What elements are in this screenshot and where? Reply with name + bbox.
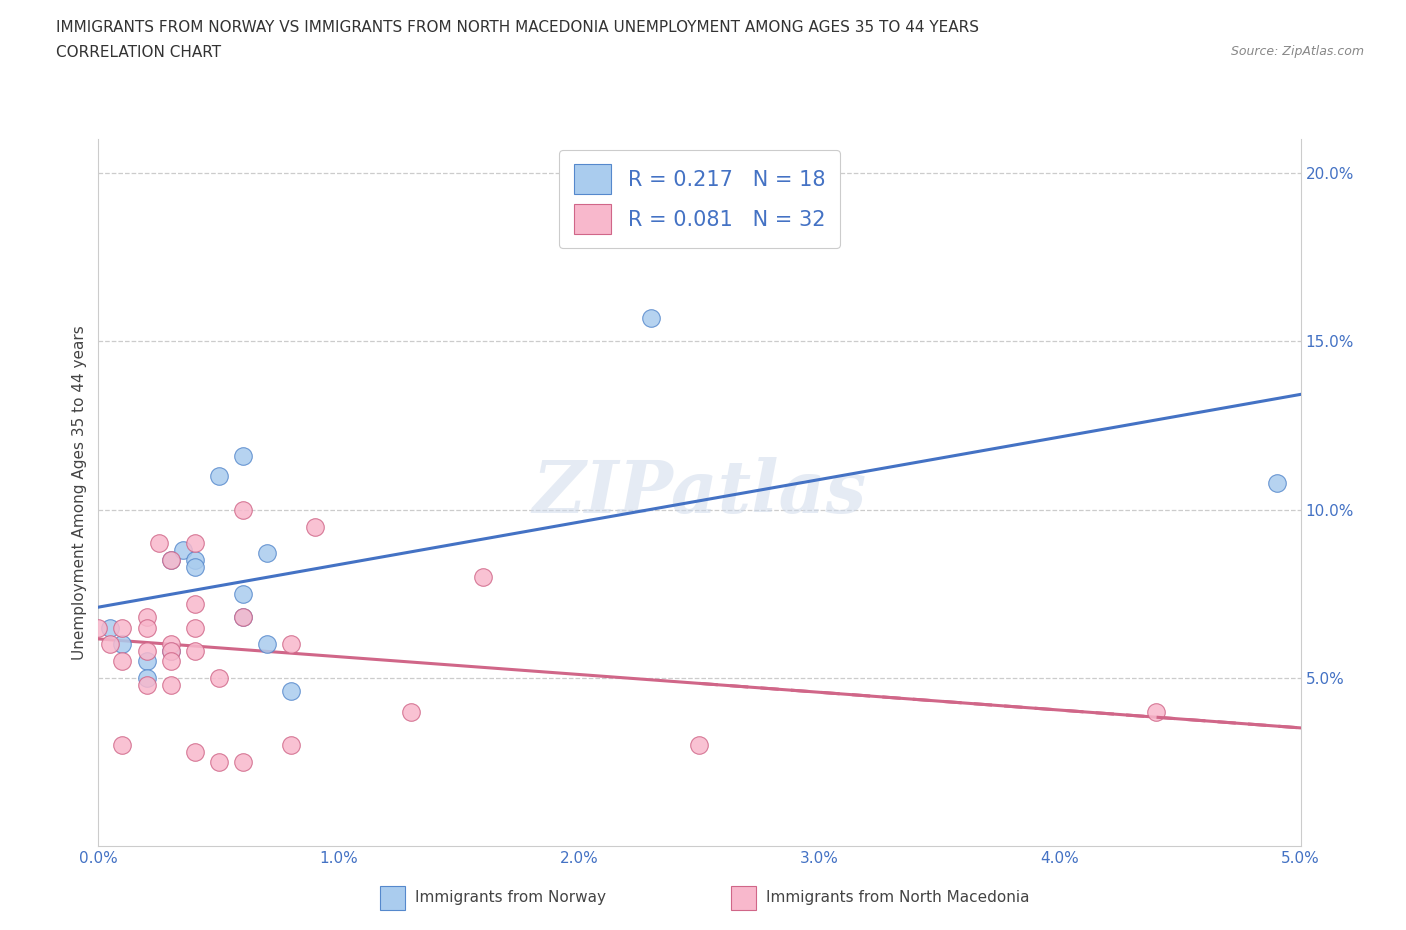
- Point: [183, 620, 205, 635]
- Legend: R = 0.217   N = 18, R = 0.081   N = 32: R = 0.217 N = 18, R = 0.081 N = 32: [560, 150, 839, 248]
- Point: [232, 502, 254, 517]
- Y-axis label: Unemployment Among Ages 35 to 44 years: Unemployment Among Ages 35 to 44 years: [72, 326, 87, 660]
- Point: [256, 637, 278, 652]
- Point: [159, 644, 181, 658]
- Text: Source: ZipAtlas.com: Source: ZipAtlas.com: [1230, 45, 1364, 58]
- Point: [472, 569, 495, 584]
- Point: [111, 654, 134, 669]
- Point: [1144, 704, 1167, 719]
- Point: [87, 620, 110, 635]
- Point: [688, 737, 710, 752]
- Point: [183, 552, 205, 567]
- Point: [232, 587, 254, 602]
- Point: [111, 737, 134, 752]
- Point: [232, 755, 254, 770]
- Point: [208, 755, 231, 770]
- Point: [159, 644, 181, 658]
- Point: [280, 684, 302, 699]
- Text: IMMIGRANTS FROM NORWAY VS IMMIGRANTS FROM NORTH MACEDONIA UNEMPLOYMENT AMONG AGE: IMMIGRANTS FROM NORWAY VS IMMIGRANTS FRO…: [56, 20, 979, 35]
- Point: [100, 637, 122, 652]
- Point: [183, 644, 205, 658]
- Point: [135, 677, 157, 692]
- Point: [159, 552, 181, 567]
- Point: [232, 610, 254, 625]
- Text: CORRELATION CHART: CORRELATION CHART: [56, 45, 221, 60]
- Point: [100, 620, 122, 635]
- Point: [280, 737, 302, 752]
- Point: [159, 677, 181, 692]
- Point: [183, 560, 205, 575]
- Point: [135, 644, 157, 658]
- Point: [135, 654, 157, 669]
- Point: [135, 610, 157, 625]
- Point: [232, 610, 254, 625]
- Point: [208, 671, 231, 685]
- Text: ZIPatlas: ZIPatlas: [533, 458, 866, 528]
- Point: [280, 637, 302, 652]
- Point: [256, 546, 278, 561]
- Point: [183, 596, 205, 611]
- Point: [183, 745, 205, 760]
- Point: [208, 469, 231, 484]
- Text: Immigrants from North Macedonia: Immigrants from North Macedonia: [766, 890, 1029, 905]
- Point: [148, 536, 170, 551]
- Point: [111, 637, 134, 652]
- Point: [159, 654, 181, 669]
- Point: [135, 620, 157, 635]
- Point: [111, 620, 134, 635]
- Point: [399, 704, 422, 719]
- Point: [304, 519, 326, 534]
- Point: [172, 543, 194, 558]
- Point: [232, 448, 254, 463]
- Point: [135, 671, 157, 685]
- Point: [1265, 475, 1288, 490]
- Text: Immigrants from Norway: Immigrants from Norway: [415, 890, 606, 905]
- Point: [159, 552, 181, 567]
- Point: [183, 536, 205, 551]
- Point: [640, 311, 662, 325]
- Point: [159, 637, 181, 652]
